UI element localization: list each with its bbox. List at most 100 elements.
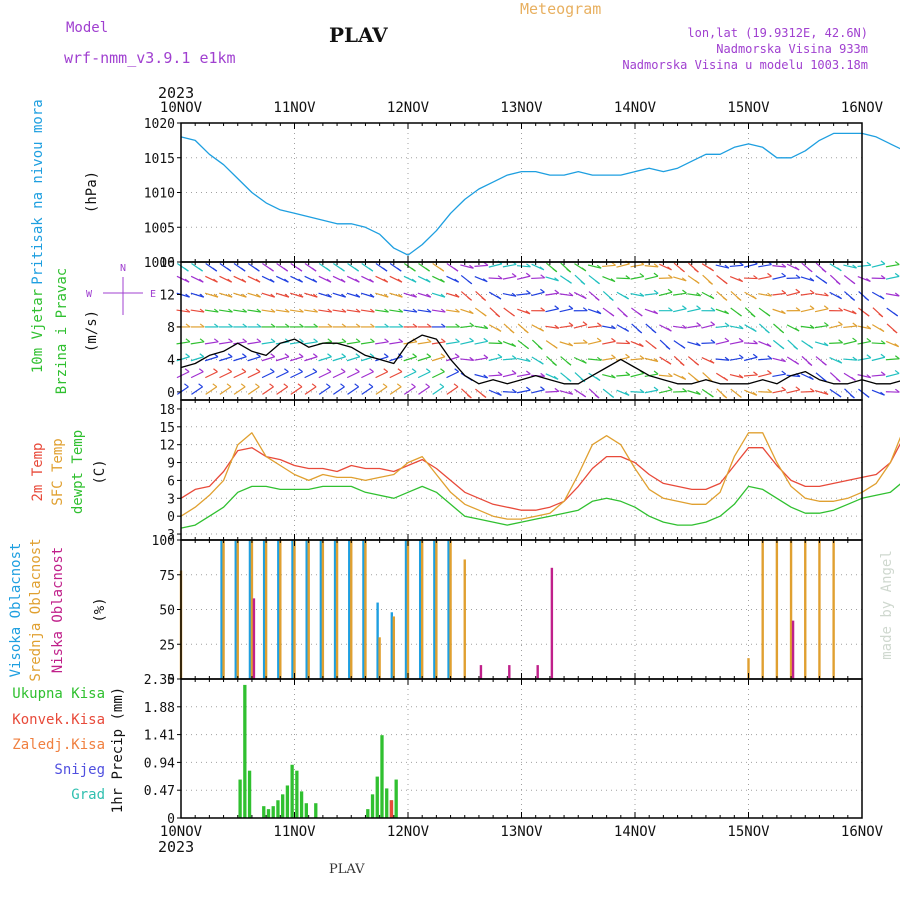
ylabel-wind-unit: (m/s) xyxy=(84,310,100,352)
wind-barb-head xyxy=(240,383,246,388)
wind-barb-head xyxy=(483,325,489,329)
wind-barb xyxy=(417,341,432,345)
wind-barb xyxy=(176,341,190,345)
wind-barb-head xyxy=(327,308,333,313)
y-tick-label: 15 xyxy=(159,421,175,436)
y-tick-label: 1020 xyxy=(144,117,175,132)
wind-barb-head xyxy=(595,280,600,285)
wind-barb-head xyxy=(751,295,757,300)
precip-total-bar xyxy=(375,776,379,818)
wind-barb xyxy=(304,386,317,395)
wind-barb-head xyxy=(596,264,602,269)
wind-barb xyxy=(474,340,488,345)
wind-barb-head xyxy=(241,293,247,298)
wind-barb-head xyxy=(779,329,785,334)
wind-barb xyxy=(857,264,872,268)
wind-barb-head xyxy=(283,267,289,272)
wind-barb xyxy=(204,341,219,345)
wind-barb-head xyxy=(199,323,205,328)
wind-barb-head xyxy=(765,329,770,334)
ylabel-t2m: 2m Temp xyxy=(30,442,46,501)
wind-barb-head xyxy=(398,323,404,328)
wind-barb xyxy=(431,356,446,362)
wind-barb xyxy=(673,308,687,313)
wind-barb-head xyxy=(596,337,602,342)
y-tick-label: 75 xyxy=(159,569,175,584)
wind-barb-head xyxy=(767,369,772,374)
wind-barb-head xyxy=(298,293,304,298)
wind-barb xyxy=(559,341,573,347)
high-cloud-bar xyxy=(447,540,450,679)
wind-barb-head xyxy=(199,293,205,298)
wind-barb-head xyxy=(425,267,430,272)
wind-barb xyxy=(658,291,673,297)
wind-barb-head xyxy=(738,337,744,342)
wind-barb-head xyxy=(682,324,687,329)
wind-barb xyxy=(587,358,602,361)
wind-barb xyxy=(233,386,246,395)
wind-barb xyxy=(559,293,574,297)
x-tick-label-top: 10NOV xyxy=(160,100,203,116)
wind-barb-head xyxy=(255,267,260,272)
wind-barb-head xyxy=(213,368,218,373)
wind-barb-head xyxy=(411,368,417,373)
wind-barb xyxy=(446,341,460,345)
wind-barb-head xyxy=(525,370,531,375)
ylabel-sfc: SFC Temp xyxy=(50,438,66,505)
wind-barb xyxy=(843,340,857,345)
wind-barb xyxy=(418,386,430,395)
wind-barb xyxy=(786,291,800,297)
wind-barb-head xyxy=(738,374,744,379)
wind-barb-head xyxy=(594,394,600,399)
wind-barb-head xyxy=(681,305,687,310)
x-tick-label-bottom: 13NOV xyxy=(500,824,543,840)
wind-barb-head xyxy=(838,307,843,312)
x-tick-label-bottom: 16NOV xyxy=(841,824,884,840)
wind-barb-head xyxy=(694,361,700,366)
wind-barb-head xyxy=(866,374,872,379)
wind-barb-head xyxy=(568,305,574,310)
wind-barb xyxy=(644,308,658,315)
wind-barb xyxy=(446,309,460,313)
wind-barb xyxy=(204,292,219,298)
wind-barb-head xyxy=(227,368,233,373)
wind-barb-head xyxy=(580,280,586,285)
wind-barb-head xyxy=(526,289,531,294)
wind-barb xyxy=(602,373,616,379)
wind-barb-head xyxy=(284,308,290,313)
wind-barb xyxy=(857,374,871,379)
wind-barb-head xyxy=(823,342,829,347)
wind-barb-head xyxy=(185,323,191,328)
wind-barb-head xyxy=(837,359,843,364)
wind-barb-head xyxy=(185,338,191,343)
mid-cloud-bar xyxy=(747,658,750,679)
wind-barb-head xyxy=(397,368,403,373)
wind-barb-head xyxy=(722,296,728,301)
mid-cloud-bar xyxy=(222,540,225,679)
wind-barb xyxy=(758,391,772,393)
wind-barb-head xyxy=(610,374,616,379)
wind-barb-head xyxy=(738,261,744,266)
wind-barb-head xyxy=(241,368,247,373)
wind-barb xyxy=(190,371,204,379)
wind-barb-head xyxy=(540,386,545,391)
wind-barb-head xyxy=(781,272,786,277)
wind-barb xyxy=(333,386,345,395)
y-tick-label: 1000 xyxy=(144,256,175,271)
wind-barb-head xyxy=(894,292,900,297)
wind-barb xyxy=(318,371,332,379)
wind-barb-head xyxy=(269,383,274,388)
mid-cloud-bar xyxy=(378,637,381,679)
wind-barb xyxy=(290,292,304,298)
wind-barb xyxy=(474,325,488,330)
wind-barb-head xyxy=(255,368,261,373)
wind-barb-head xyxy=(228,308,233,313)
wind-barb-head xyxy=(767,292,772,297)
high-cloud-bar xyxy=(305,540,308,679)
wind-barb xyxy=(630,275,644,280)
wind-barb-head xyxy=(214,323,219,328)
wind-barb-head xyxy=(625,340,631,345)
wind-barb-head xyxy=(227,278,233,283)
wind-legend-n: N xyxy=(120,263,126,274)
wind-barb xyxy=(247,386,260,395)
